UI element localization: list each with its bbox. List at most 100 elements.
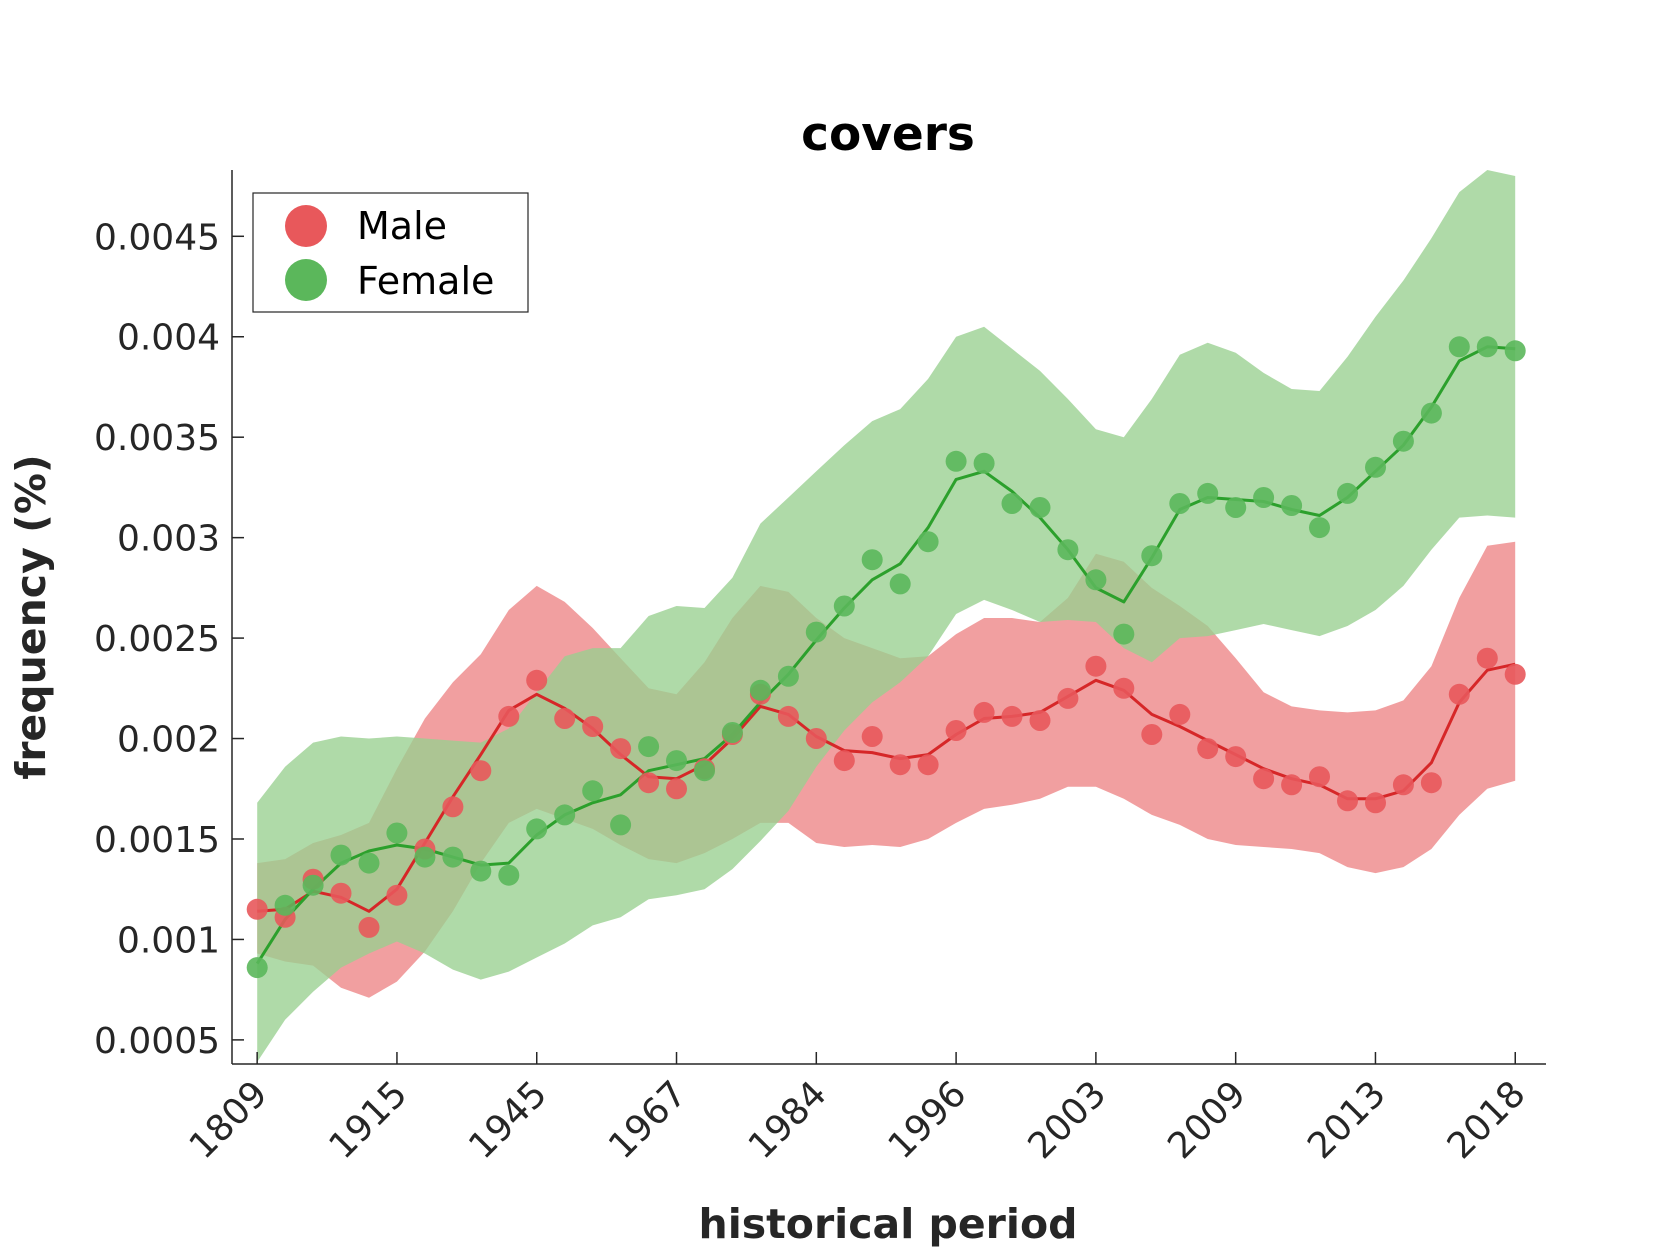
confidence-bands [257, 170, 1516, 1062]
point-female [777, 665, 799, 687]
point-female [610, 814, 632, 836]
legend: Male Female [252, 192, 529, 313]
point-female [302, 874, 324, 896]
point-female [358, 852, 380, 874]
point-male [1225, 746, 1247, 768]
point-male [1141, 724, 1163, 745]
x-tick-label: 1996 [881, 1073, 975, 1167]
point-male [861, 726, 883, 747]
point-male [246, 898, 268, 920]
point-male [330, 882, 352, 904]
point-male [386, 884, 408, 906]
point-female [638, 736, 660, 758]
point-female [1309, 517, 1330, 539]
point-male [610, 738, 632, 760]
y-ticks: 0.0005 0.001 0.0015 0.002 0.0025 0.003 0.0035 0… [94, 217, 244, 1062]
point-male [973, 701, 995, 723]
point-female [1476, 336, 1498, 358]
point-female [805, 621, 827, 643]
point-male [1309, 766, 1330, 788]
point-male [777, 705, 799, 727]
y-tick-label: 0.004 [117, 318, 220, 359]
point-male [945, 720, 967, 741]
point-male [889, 754, 911, 776]
point-female [470, 860, 492, 882]
point-female [1057, 539, 1079, 561]
point-male [1169, 703, 1191, 725]
line-male [257, 662, 1516, 913]
point-male [526, 669, 548, 691]
point-male [1001, 705, 1023, 727]
point-female [1029, 497, 1051, 518]
point-male [1448, 683, 1470, 705]
point-female [1253, 487, 1275, 508]
point-female [582, 780, 604, 802]
point-female [1365, 456, 1386, 478]
x-tick-label: 2013 [1300, 1073, 1394, 1167]
point-male [498, 705, 520, 727]
x-tick-label: 2018 [1440, 1073, 1534, 1167]
legend-label-female: Female [357, 259, 494, 303]
point-male [1420, 772, 1442, 794]
point-female [889, 573, 911, 595]
point-male [1504, 663, 1526, 685]
point-male [1113, 677, 1135, 699]
point-male [1337, 790, 1358, 812]
point-female [1504, 340, 1526, 362]
point-female [386, 822, 408, 844]
point-male [1057, 687, 1079, 709]
point-male [805, 728, 827, 749]
point-female [1085, 569, 1107, 591]
line-female [255, 345, 1516, 965]
x-tick-label: 2009 [1160, 1073, 1254, 1167]
x-tick-label: 1809 [182, 1073, 276, 1167]
point-female [833, 595, 855, 617]
point-female [1225, 497, 1247, 518]
x-ticks: 1809 1915 1945 1967 1984 1996 2003 2009 2013 2018 [182, 1052, 1534, 1167]
point-female [1197, 482, 1219, 504]
point-female [526, 818, 548, 840]
x-tick-label: 1915 [321, 1073, 415, 1167]
point-female [274, 894, 296, 916]
point-male [666, 778, 687, 800]
point-female [1337, 482, 1358, 504]
point-female [1113, 623, 1135, 645]
point-female [1420, 402, 1442, 424]
point-female [498, 864, 520, 886]
point-female [330, 844, 352, 866]
y-tick-label: 0.0005 [94, 1021, 220, 1062]
x-tick-label: 2003 [1020, 1073, 1114, 1167]
plot-area [246, 170, 1526, 1062]
legend-label-male: Male [357, 204, 447, 248]
point-male [1253, 768, 1275, 790]
point-female [749, 679, 771, 701]
point-female [721, 722, 743, 743]
point-male [442, 796, 464, 818]
point-male [582, 716, 604, 737]
band-female [257, 170, 1516, 1062]
point-male [1281, 774, 1303, 796]
point-male [638, 772, 660, 794]
point-female [973, 452, 995, 474]
point-male [554, 708, 576, 729]
point-male [1365, 792, 1386, 814]
point-female [861, 549, 883, 571]
point-female [442, 846, 464, 868]
point-female [945, 450, 967, 472]
trend-lines [255, 345, 1516, 965]
y-tick-label: 0.002 [117, 720, 220, 761]
chart-title: covers [801, 107, 975, 162]
point-female [554, 804, 576, 826]
x-axis-label: historical period [699, 1200, 1078, 1248]
point-male [1476, 647, 1498, 669]
point-female [1448, 336, 1470, 358]
point-female [694, 760, 715, 782]
point-female [1001, 493, 1023, 514]
point-female [1281, 495, 1303, 516]
point-female [1141, 545, 1163, 567]
point-male [470, 760, 492, 782]
y-tick-label: 0.003 [117, 519, 220, 560]
y-tick-label: 0.0015 [94, 820, 220, 861]
x-tick-label: 1945 [461, 1073, 555, 1167]
